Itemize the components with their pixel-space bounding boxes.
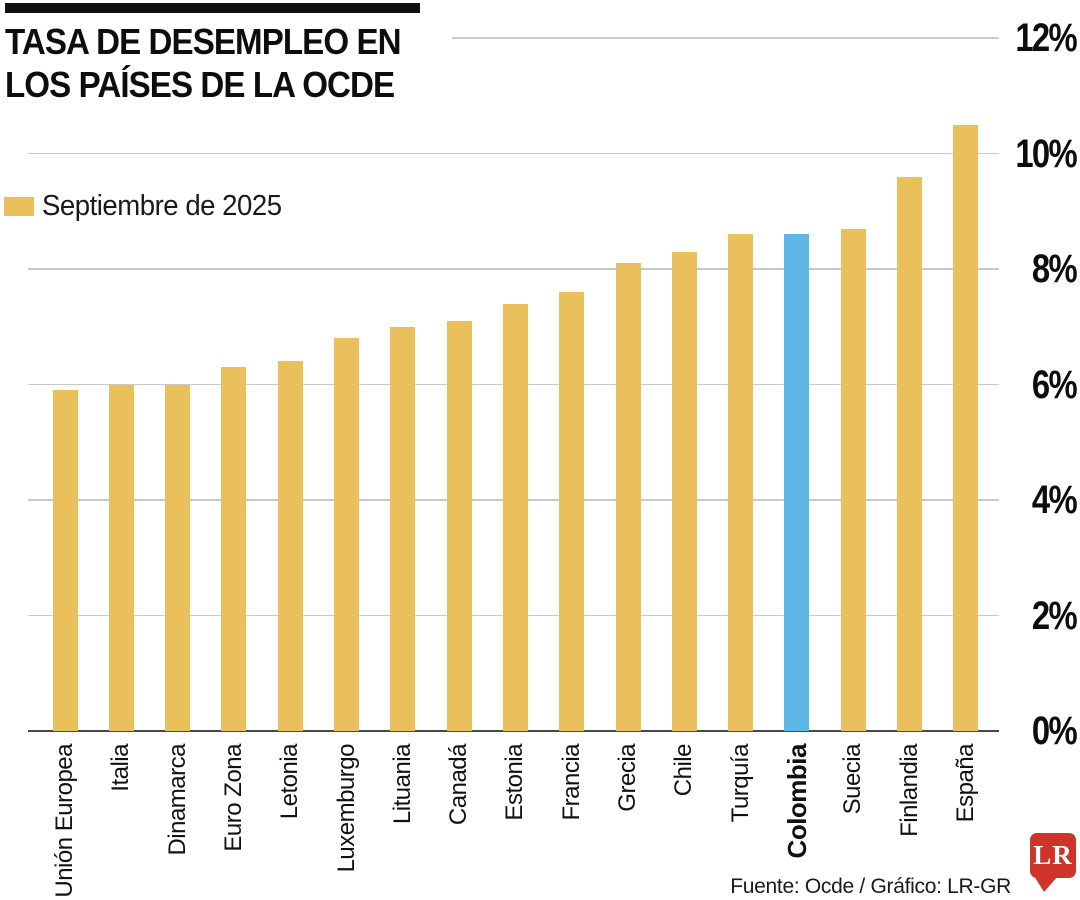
x-axis-label-francia: Francia <box>557 744 585 821</box>
legend-label: Septiembre de 2025 <box>42 190 282 222</box>
lr-logo: LR <box>1030 833 1076 878</box>
bar-letonia <box>277 361 303 731</box>
bar-francia <box>559 292 585 731</box>
bar-colombia <box>784 234 810 731</box>
x-axis-label-luxemburgo: Luxemburgo <box>332 744 360 873</box>
y-axis-label-10pct: 10% <box>1015 131 1077 176</box>
y-axis-label-2pct: 2% <box>1031 593 1078 638</box>
gridline-8pct <box>28 268 999 270</box>
bar-estonia <box>502 303 528 731</box>
gridline-12pct <box>452 37 999 39</box>
bar-italia <box>108 384 134 731</box>
bar-espana <box>953 124 979 731</box>
source-credit: Fuente: Ocde / Gráfico: LR-GR <box>730 875 1011 898</box>
x-axis-label-estonia: Estonia <box>501 744 529 821</box>
bar-euro-zona <box>221 367 247 731</box>
title-accent-bar <box>5 3 420 13</box>
y-axis-label-4pct: 4% <box>1031 478 1078 522</box>
lr-logo-text: LR <box>1033 840 1073 870</box>
bar-grecia <box>615 263 641 731</box>
x-axis-label-chile: Chile <box>670 744 698 797</box>
bar-canada <box>446 320 472 731</box>
bar-dinamarca <box>165 384 191 731</box>
bar-union-europea <box>52 390 78 731</box>
x-axis-label-grecia: Grecia <box>614 744 641 812</box>
bar-turquia <box>728 234 754 731</box>
x-axis-label-letonia: Letonia <box>276 744 304 820</box>
y-axis-label-6pct: 6% <box>1031 362 1078 407</box>
x-axis-label-union-europea: Unión Europea <box>51 744 78 898</box>
x-axis-label-euro-zona: Euro Zona <box>219 744 247 852</box>
x-axis-baseline <box>28 730 999 732</box>
title-line-1: TASA DE DESEMPLEO EN <box>5 21 402 62</box>
bar-lituania <box>390 326 416 731</box>
bar-chile <box>671 251 697 731</box>
bar-luxemburgo <box>334 338 359 731</box>
legend-swatch-icon <box>4 197 34 216</box>
legend: Septiembre de 2025 <box>4 190 294 223</box>
title-line-2: LOS PAÍSES DE LA OCDE <box>5 64 395 105</box>
y-axis-label-12pct: 12% <box>1015 16 1077 60</box>
page-title: TASA DE DESEMPLEO EN LOS PAÍSES DE LA OC… <box>5 20 402 106</box>
bar-finlandia <box>897 176 922 731</box>
gridline-10pct <box>28 152 999 155</box>
bar-suecia <box>840 228 866 731</box>
x-axis-label-dinamarca: Dinamarca <box>163 744 191 856</box>
y-axis-label-8pct: 8% <box>1031 247 1078 291</box>
x-axis-label-italia: Italia <box>107 744 135 792</box>
y-axis-label-0pct: 0% <box>1031 709 1078 753</box>
x-axis-label-canada: Canadá <box>445 744 473 826</box>
x-axis-label-lituania: Lituania <box>388 744 416 825</box>
